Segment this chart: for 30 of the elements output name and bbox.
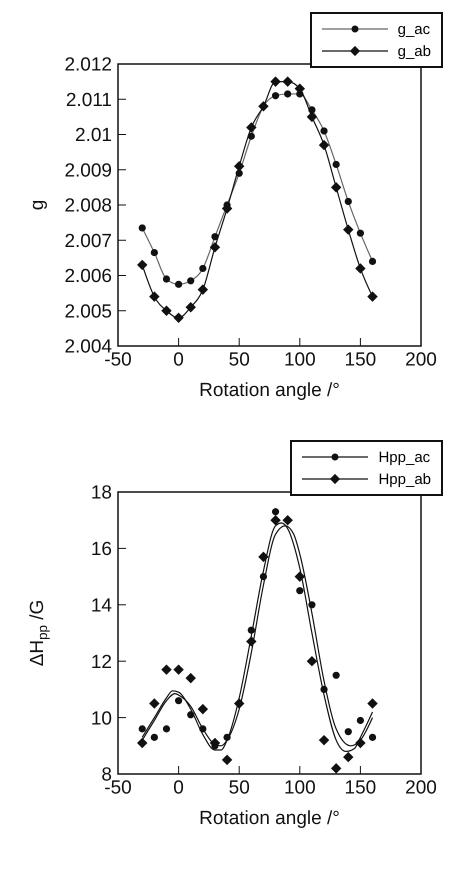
y-tick-label: 2.005 xyxy=(64,301,112,322)
x-tick-label: 50 xyxy=(228,777,250,798)
x-tick-label: 150 xyxy=(344,777,376,798)
y-tick-label: 2.008 xyxy=(64,196,112,217)
legend-label: g_ab xyxy=(398,42,431,60)
legend-label: Hpp_ab xyxy=(378,470,431,488)
x-tick-label: 100 xyxy=(284,777,316,798)
y-tick-label: 12 xyxy=(90,652,112,673)
x-tick-label: 100 xyxy=(284,349,316,370)
x-tick-label: 50 xyxy=(228,349,250,370)
y-tick-label: 18 xyxy=(90,482,112,504)
y-tick-label: 2.012 xyxy=(64,54,112,76)
y-tick-label: 2.009 xyxy=(64,160,112,182)
x-axis-title: Rotation angle /° xyxy=(199,808,340,829)
x-tick-label: 150 xyxy=(344,349,376,370)
legend-label: g_ac xyxy=(398,20,430,38)
x-axis-title: Rotation angle /° xyxy=(199,380,340,401)
x-tick-label: 200 xyxy=(405,349,437,370)
y-tick-label: 16 xyxy=(90,539,112,560)
x-tick-label: 0 xyxy=(173,349,184,370)
x-tick-label: 200 xyxy=(405,777,437,798)
y-axis-title: g xyxy=(26,200,48,210)
y-tick-label: 14 xyxy=(90,596,112,617)
legend-label: Hpp_ac xyxy=(378,448,430,466)
y-tick-label: 2.01 xyxy=(75,125,112,146)
y-tick-label: 2.011 xyxy=(66,90,112,111)
y-tick-label: 2.006 xyxy=(64,266,112,288)
y-tick-label: 2.007 xyxy=(64,230,112,252)
y-tick-label: 10 xyxy=(90,708,112,730)
x-tick-label: 0 xyxy=(173,777,184,798)
